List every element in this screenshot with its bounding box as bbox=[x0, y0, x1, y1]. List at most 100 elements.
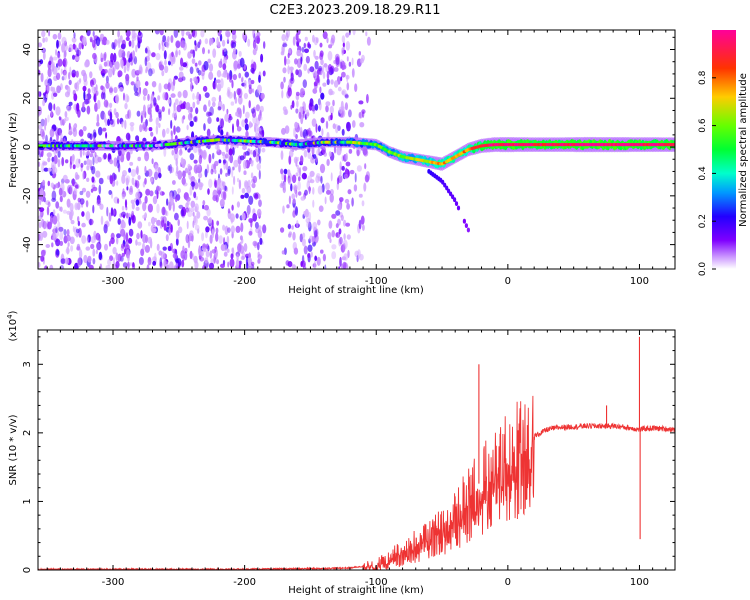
noise-speckle bbox=[147, 49, 151, 57]
noise-speckle bbox=[226, 235, 230, 245]
noise-speckle bbox=[262, 70, 266, 77]
noise-speckle bbox=[207, 49, 210, 54]
y-tick-label: 3 bbox=[22, 361, 33, 367]
noise-speckle bbox=[82, 36, 87, 46]
x-tick-label: 100 bbox=[630, 577, 649, 588]
noise-speckle bbox=[281, 250, 286, 255]
noise-speckle bbox=[109, 175, 114, 185]
noise-speckle bbox=[178, 226, 183, 234]
noise-speckle bbox=[346, 74, 349, 83]
noise-speckle bbox=[212, 101, 216, 108]
noise-speckle bbox=[307, 244, 313, 252]
noise-speckle bbox=[233, 47, 237, 55]
noise-speckle bbox=[341, 35, 346, 43]
noise-speckle bbox=[180, 103, 186, 110]
noise-speckle bbox=[71, 155, 75, 165]
noise-speckle bbox=[250, 63, 255, 70]
noise-speckle bbox=[136, 232, 140, 240]
noise-speckle bbox=[208, 262, 215, 269]
noise-speckle bbox=[295, 108, 299, 114]
noise-speckle bbox=[167, 82, 171, 92]
noise-speckle bbox=[103, 53, 107, 62]
noise-speckle bbox=[174, 212, 179, 221]
noise-speckle bbox=[200, 30, 205, 38]
noise-speckle bbox=[82, 171, 85, 180]
noise-speckle bbox=[212, 48, 217, 58]
noise-speckle bbox=[351, 57, 354, 66]
noise-speckle bbox=[56, 85, 61, 94]
noise-speckle bbox=[41, 30, 46, 38]
branch-point bbox=[453, 197, 457, 203]
noise-speckle bbox=[38, 124, 43, 130]
noise-speckle bbox=[255, 132, 259, 138]
noise-speckle bbox=[115, 260, 120, 269]
noise-speckle bbox=[50, 110, 53, 117]
noise-speckle bbox=[290, 183, 293, 192]
noise-speckle bbox=[202, 85, 208, 92]
noise-speckle bbox=[351, 68, 355, 78]
noise-speckle bbox=[110, 207, 114, 217]
noise-speckle bbox=[89, 218, 92, 226]
noise-speckle bbox=[318, 101, 322, 111]
noise-speckle bbox=[128, 167, 132, 173]
noise-speckle bbox=[125, 177, 129, 186]
noise-speckle bbox=[143, 95, 146, 101]
noise-speckle bbox=[222, 63, 227, 71]
noise-speckle bbox=[225, 145, 228, 152]
noise-speckle bbox=[316, 236, 319, 243]
noise-speckle bbox=[303, 63, 308, 71]
noise-speckle bbox=[248, 86, 253, 95]
noise-speckle bbox=[42, 230, 48, 238]
noise-speckle bbox=[196, 211, 201, 219]
noise-speckle bbox=[136, 69, 142, 74]
noise-speckle bbox=[244, 123, 249, 131]
noise-speckle bbox=[131, 177, 135, 185]
noise-speckle bbox=[158, 111, 162, 119]
noise-speckle bbox=[40, 249, 46, 257]
noise-speckle bbox=[320, 249, 324, 254]
noise-speckle bbox=[298, 176, 301, 182]
noise-speckle bbox=[325, 120, 329, 129]
noise-speckle bbox=[288, 231, 292, 236]
noise-speckle bbox=[299, 233, 303, 243]
noise-speckle bbox=[304, 208, 309, 218]
noise-speckle bbox=[187, 169, 191, 176]
noise-speckle bbox=[47, 167, 52, 172]
noise-speckle bbox=[79, 148, 83, 158]
noise-speckle bbox=[222, 103, 225, 112]
noise-speckle bbox=[76, 184, 80, 189]
noise-speckle bbox=[240, 194, 245, 199]
noise-speckle bbox=[252, 175, 258, 184]
noise-speckle bbox=[322, 71, 326, 79]
noise-speckle bbox=[174, 98, 179, 106]
noise-speckle bbox=[334, 53, 340, 62]
noise-speckle bbox=[243, 79, 247, 89]
branch-point bbox=[441, 179, 445, 185]
noise-speckle bbox=[285, 32, 289, 42]
noise-speckle bbox=[173, 125, 176, 135]
noise-speckle bbox=[38, 42, 43, 48]
noise-speckle bbox=[121, 243, 125, 249]
noise-speckle bbox=[112, 208, 117, 217]
noise-speckle bbox=[121, 174, 126, 185]
noise-speckle bbox=[365, 171, 371, 182]
noise-speckle bbox=[280, 150, 284, 161]
noise-speckle bbox=[144, 195, 148, 204]
colorbar-ticks: 0.0 0.2 0.4 0.6 0.8 bbox=[698, 70, 716, 276]
noise-speckle bbox=[118, 49, 123, 58]
noise-speckle bbox=[189, 120, 194, 127]
noise-speckle bbox=[298, 111, 302, 120]
noise-speckle bbox=[109, 85, 114, 96]
noise-speckle bbox=[147, 256, 152, 266]
noise-speckle bbox=[202, 204, 205, 210]
noise-speckle bbox=[85, 246, 91, 251]
noise-speckle bbox=[38, 221, 42, 229]
noise-speckle bbox=[131, 202, 135, 210]
noise-speckle bbox=[168, 108, 171, 116]
noise-speckle bbox=[187, 239, 191, 249]
noise-speckle bbox=[48, 102, 53, 112]
noise-speckle bbox=[242, 32, 247, 40]
noise-speckle bbox=[343, 173, 349, 180]
noise-speckle bbox=[236, 118, 240, 128]
noise-speckle bbox=[313, 36, 318, 46]
